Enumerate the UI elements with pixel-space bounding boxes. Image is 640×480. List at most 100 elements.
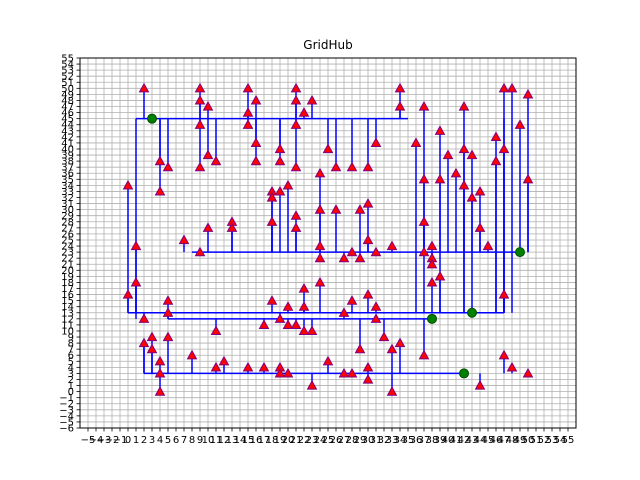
pin-marker-0 [122,179,134,190]
y-tick-label-15: 9 [68,333,74,344]
pin-marker-97 [370,246,382,257]
pin-marker-27 [202,222,214,232]
pin-marker-54 [282,301,294,311]
x-tick-label-24: 19 [274,435,287,446]
x-tick-label-13: 8 [189,435,195,446]
y-axis-ticks: −6−5−4−3−2−10123456789101112131415161718… [59,54,80,435]
pin-marker-15 [162,295,174,305]
pin-marker-83 [346,161,358,172]
y-tick-label-6: 0 [68,387,74,398]
pin-marker-40 [250,155,262,166]
pin-marker-46 [266,295,278,305]
y-tick-label-32: 26 [61,229,74,240]
x-tick-label-32: 27 [338,435,351,446]
y-tick-label-61: 55 [61,54,74,65]
chart-title: GridHub [303,38,352,52]
pin-marker-124 [458,179,470,190]
y-tick-label-0: −6 [59,424,74,435]
pin-marker-75 [314,276,326,287]
pin-marker-64 [298,107,310,117]
x-tick-label-47: 42 [458,435,471,446]
pin-marker-110 [418,216,430,226]
pin-marker-101 [386,240,398,251]
pin-marker-35 [242,107,254,117]
pin-marker-21 [194,94,206,105]
pin-marker-29 [210,325,222,336]
y-tick-label-55: 49 [61,90,74,101]
pin-marker-22 [194,119,206,129]
pin-marker-90 [362,161,374,172]
x-tick-label-34: 29 [354,435,367,446]
y-tick-label-59: 53 [61,66,74,77]
pin-marker-108 [418,100,430,111]
pin-marker-122 [458,100,470,111]
y-tick-label-13: 7 [68,345,74,356]
pin-marker-14 [162,161,174,172]
y-tick-label-27: 21 [61,260,74,271]
pin-marker-48 [274,155,286,166]
x-tick-label-17: 12 [218,435,231,446]
pin-marker-9 [154,155,166,166]
pin-marker-71 [314,167,326,178]
y-tick-label-51: 45 [61,114,74,125]
y-tick-label-37: 31 [61,199,74,210]
pin-marker-62 [290,222,302,232]
pin-marker-141 [522,173,534,184]
hub-layer [147,113,525,379]
y-tick-label-50: 44 [61,120,74,131]
pin-marker-2 [130,240,142,251]
hub-marker-1 [427,313,437,324]
x-tick-label-42: 37 [418,435,431,446]
x-tick-label-15: 10 [202,435,215,446]
pin-marker-77 [322,355,334,366]
x-tick-label-40: 35 [402,435,415,446]
pin-marker-120 [442,149,454,160]
pin-marker-136 [498,349,510,360]
pin-marker-67 [298,325,310,336]
pin-marker-95 [362,373,374,384]
pin-marker-26 [202,149,214,160]
x-tick-label-52: 47 [498,435,511,446]
pin-marker-28 [210,155,222,166]
x-tick-label-27: 22 [298,435,311,446]
y-tick-label-41: 35 [61,175,74,186]
x-tick-label-10: 5 [165,435,171,446]
pin-marker-98 [370,301,382,311]
pin-marker-99 [370,313,382,323]
y-tick-label-56: 50 [61,84,74,95]
x-tick-label-30: 25 [322,435,335,446]
x-tick-label-12: 7 [181,435,187,446]
y-tick-label-53: 47 [61,102,74,113]
x-tick-label-50: 45 [482,435,495,446]
pin-marker-52 [274,367,286,378]
pin-marker-8 [146,343,158,354]
x-tick-label-22: 17 [258,435,271,446]
pin-marker-60 [290,161,302,172]
x-tick-label-43: 38 [426,435,439,446]
pin-marker-105 [394,100,406,111]
pin-marker-7 [146,331,158,342]
pin-marker-38 [250,94,262,105]
y-tick-label-12: 6 [68,351,74,362]
x-tick-label-51: 46 [490,435,503,446]
pin-marker-12 [154,367,166,378]
y-tick-label-17: 11 [61,320,74,331]
pin-layer [122,82,534,396]
y-tick-label-26: 20 [61,266,74,277]
pin-marker-73 [314,240,326,251]
pin-marker-18 [178,234,190,245]
y-tick-label-31: 25 [61,235,74,246]
x-axis-ticks: −5−4−3−2−10 1 2 3 4 5 6 7 8 910111213141516171819… [81,428,574,446]
pin-marker-44 [266,191,278,202]
y-tick-label-34: 28 [61,217,74,228]
x-tick-label-38: 33 [386,435,399,446]
x-tick-label-33: 28 [346,435,359,446]
pin-marker-69 [306,325,318,336]
y-tick-label-9: 3 [68,369,74,380]
pin-marker-133 [498,82,510,93]
x-tick-label-23: 18 [266,435,279,446]
pin-marker-39 [250,137,262,148]
pin-marker-91 [362,198,374,208]
pin-marker-5 [138,313,150,323]
